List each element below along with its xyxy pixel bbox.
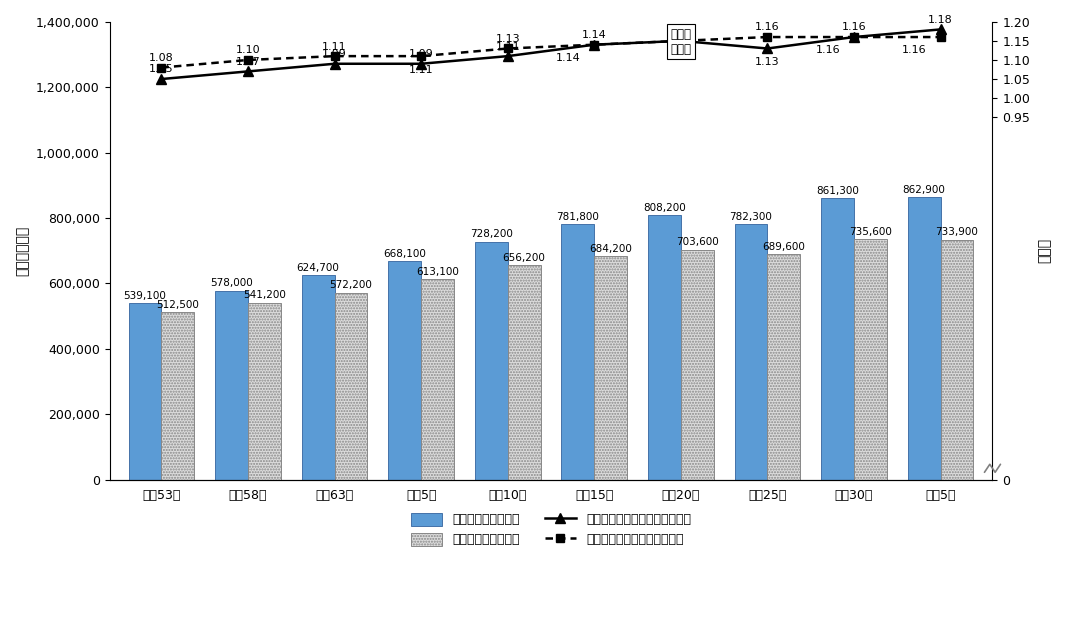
Bar (854, 239, 887, 480)
Text: 703,600: 703,600 (676, 237, 718, 247)
Text: 1.08: 1.08 (149, 53, 174, 63)
Text: 512,500: 512,500 (157, 300, 199, 310)
Text: 541,200: 541,200 (243, 290, 286, 300)
Bar (474, 241, 507, 480)
Text: 656,200: 656,200 (503, 253, 546, 263)
Bar (215, 291, 248, 480)
Text: 781,800: 781,800 (556, 212, 599, 222)
Text: 1.14: 1.14 (582, 30, 607, 40)
Text: 728,200: 728,200 (470, 229, 513, 240)
Text: 539,100: 539,100 (124, 291, 166, 301)
Text: 1.07: 1.07 (236, 57, 260, 67)
Text: 1.09: 1.09 (322, 49, 346, 59)
Text: 1.16: 1.16 (842, 23, 867, 33)
Text: 808,200: 808,200 (643, 203, 685, 213)
Text: 782,300: 782,300 (729, 211, 773, 221)
Bar (648, 215, 681, 480)
Text: 1.15: 1.15 (668, 26, 693, 36)
Text: 東日本
大震災: 東日本 大震災 (671, 28, 692, 56)
Text: 1.11: 1.11 (409, 65, 434, 75)
Bar (594, 256, 627, 480)
Y-axis label: （戸）: （戸） (1037, 238, 1051, 263)
Text: 1.11: 1.11 (496, 41, 520, 51)
Text: 613,100: 613,100 (416, 267, 459, 277)
Bar (940, 240, 973, 480)
Bar (821, 198, 854, 480)
Text: 1.16: 1.16 (902, 45, 926, 55)
Text: 684,200: 684,200 (589, 244, 632, 254)
Text: 1.09: 1.09 (408, 49, 434, 59)
Text: 1.10: 1.10 (236, 45, 260, 55)
Text: 861,300: 861,300 (817, 186, 859, 196)
Bar (335, 293, 368, 480)
Bar (681, 250, 714, 480)
Text: 1.15: 1.15 (668, 26, 693, 36)
Bar (388, 261, 421, 480)
Text: 668,100: 668,100 (384, 249, 426, 259)
Text: 578,000: 578,000 (210, 278, 253, 288)
Bar (768, 254, 801, 480)
Text: 1.05: 1.05 (149, 65, 174, 75)
Text: 1.16: 1.16 (815, 45, 840, 55)
Bar (507, 265, 540, 480)
Bar (562, 224, 594, 480)
Bar (421, 279, 454, 480)
Text: 1.16: 1.16 (755, 23, 779, 33)
Y-axis label: （戸、世帯）: （戸、世帯） (15, 226, 29, 276)
Bar (907, 198, 940, 480)
Text: 1.13: 1.13 (755, 57, 779, 67)
Legend: 総住宅数（福島県）, 総世帯数（福島県）, １世帯当たり住宅数（福島県）, １世帯当たり住宅数（全国）: 総住宅数（福島県）, 総世帯数（福島県）, １世帯当たり住宅数（福島県）, １世… (406, 508, 696, 551)
Bar (129, 303, 161, 480)
Bar (734, 224, 768, 480)
Text: 1.13: 1.13 (496, 34, 520, 44)
Text: 1.11: 1.11 (322, 41, 346, 51)
Text: 624,700: 624,700 (296, 263, 340, 273)
Text: 733,900: 733,900 (936, 228, 979, 238)
Text: 1.18: 1.18 (928, 15, 953, 25)
Text: 572,200: 572,200 (329, 280, 372, 290)
Bar (248, 303, 281, 480)
Text: 735,600: 735,600 (849, 227, 892, 237)
Text: 1.14: 1.14 (556, 53, 581, 63)
Text: 689,600: 689,600 (762, 242, 805, 252)
Text: 862,900: 862,900 (903, 185, 946, 195)
Bar (302, 275, 335, 480)
Bar (161, 312, 194, 480)
